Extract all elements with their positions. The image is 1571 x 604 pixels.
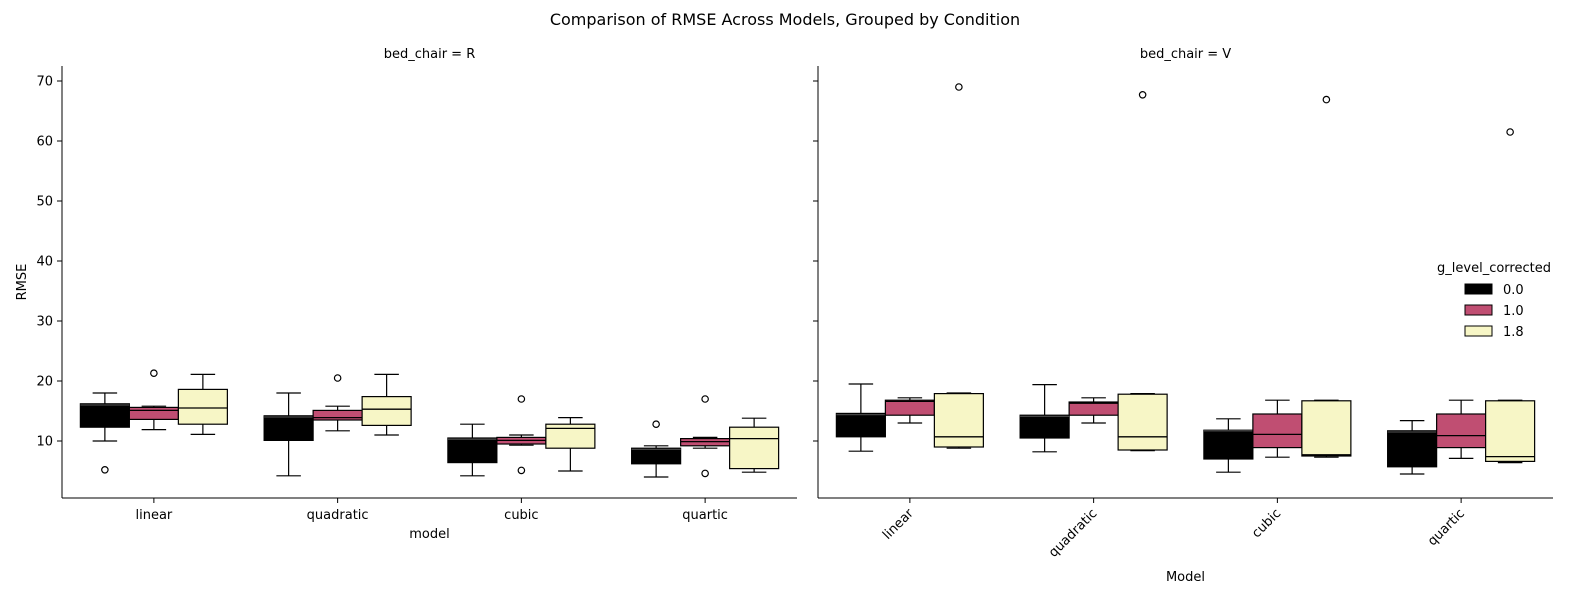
legend-swatch [1464, 325, 1493, 337]
box-iqr [1117, 393, 1168, 451]
box-quadratic-1.0 [1068, 397, 1119, 424]
box-iqr [933, 393, 984, 448]
legend-label: 1.0 [1503, 304, 1524, 319]
box-iqr [177, 388, 228, 425]
x-tick-label: quadratic [307, 508, 369, 523]
outlier-point [517, 395, 526, 403]
panel-title: bed_chair = V [1140, 47, 1231, 62]
box-iqr [1301, 400, 1352, 457]
outlier-point [150, 369, 158, 378]
box-iqr [128, 406, 179, 420]
y-tick-label: 20 [36, 375, 53, 390]
x-axis-label: model [409, 527, 449, 542]
box-cubic-0.0 [447, 423, 498, 477]
box-iqr [1387, 430, 1438, 468]
x-tick-label: linear [880, 506, 917, 543]
box-iqr [263, 415, 314, 441]
outlier-point [101, 465, 109, 474]
box-quartic-0.0 [1387, 420, 1438, 475]
box-iqr [1252, 413, 1303, 449]
legend-label: 0.0 [1503, 283, 1524, 298]
legend-swatch [1464, 283, 1493, 295]
box-linear-1.8 [933, 83, 984, 449]
outlier-point [701, 469, 709, 478]
box-iqr [312, 409, 363, 421]
box-quadratic-1.0 [312, 374, 363, 432]
y-tick-label: 30 [36, 315, 53, 330]
box-iqr [835, 412, 886, 438]
y-tick-label: 50 [36, 195, 53, 210]
chart-title: Comparison of RMSE Across Models, Groupe… [550, 10, 1020, 29]
box-cubic-1.8 [545, 417, 596, 472]
legend-label: 1.8 [1503, 325, 1524, 340]
y-tick-label: 70 [36, 75, 53, 90]
box-cubic-0.0 [1203, 418, 1254, 473]
legend-title: g_level_corrected [1437, 261, 1551, 276]
box-linear-1.0 [128, 369, 179, 431]
box-quadratic-0.0 [263, 392, 314, 477]
box-linear-1.0 [884, 397, 935, 424]
x-tick-label: cubic [504, 508, 538, 523]
box-linear-1.8 [177, 373, 228, 435]
x-tick-label: cubic [1249, 506, 1284, 541]
box-iqr [447, 437, 498, 464]
box-quadratic-0.0 [1019, 384, 1070, 453]
y-axis-label: RMSE [15, 264, 30, 301]
x-tick-label: linear [135, 508, 172, 523]
box-linear-0.0 [79, 392, 130, 474]
box-quartic-1.0 [680, 395, 731, 478]
box-iqr [729, 426, 780, 470]
outlier-point [955, 83, 963, 91]
box-cubic-1.0 [496, 395, 547, 475]
box-iqr [1485, 400, 1536, 462]
box-iqr [79, 403, 130, 428]
box-iqr [1203, 429, 1254, 460]
outlier-point [652, 420, 660, 429]
box-iqr [1068, 401, 1119, 416]
box-iqr [631, 447, 682, 465]
box-cubic-1.0 [1252, 399, 1303, 458]
outlier-point [1506, 128, 1514, 136]
outlier-point [333, 374, 342, 382]
y-tick-label: 40 [36, 255, 53, 270]
box-iqr [1436, 413, 1487, 449]
x-tick-label: quartic [1425, 506, 1468, 549]
box-iqr [1019, 414, 1070, 439]
x-axis-label: Model [1166, 570, 1205, 585]
box-quartic-1.0 [1436, 399, 1487, 459]
box-quartic-1.8 [729, 417, 780, 473]
box-quadratic-1.8 [361, 373, 412, 436]
outlier-point [1138, 91, 1147, 99]
panel-title: bed_chair = R [384, 47, 476, 62]
box-quartic-1.8 [1485, 128, 1536, 464]
box-linear-0.0 [835, 383, 886, 452]
box-quadratic-1.8 [1117, 91, 1168, 452]
box-iqr [884, 399, 935, 416]
box-quartic-0.0 [631, 420, 682, 478]
y-tick-label: 60 [36, 135, 53, 150]
outlier-point [701, 395, 709, 403]
box-iqr [361, 396, 412, 427]
outlier-point [517, 466, 526, 475]
legend-swatch [1464, 304, 1493, 316]
outlier-point [1322, 95, 1331, 104]
x-tick-label: quadratic [1046, 506, 1100, 560]
y-tick-label: 10 [36, 435, 53, 450]
box-cubic-1.8 [1301, 95, 1352, 458]
x-tick-label: quartic [682, 508, 728, 523]
